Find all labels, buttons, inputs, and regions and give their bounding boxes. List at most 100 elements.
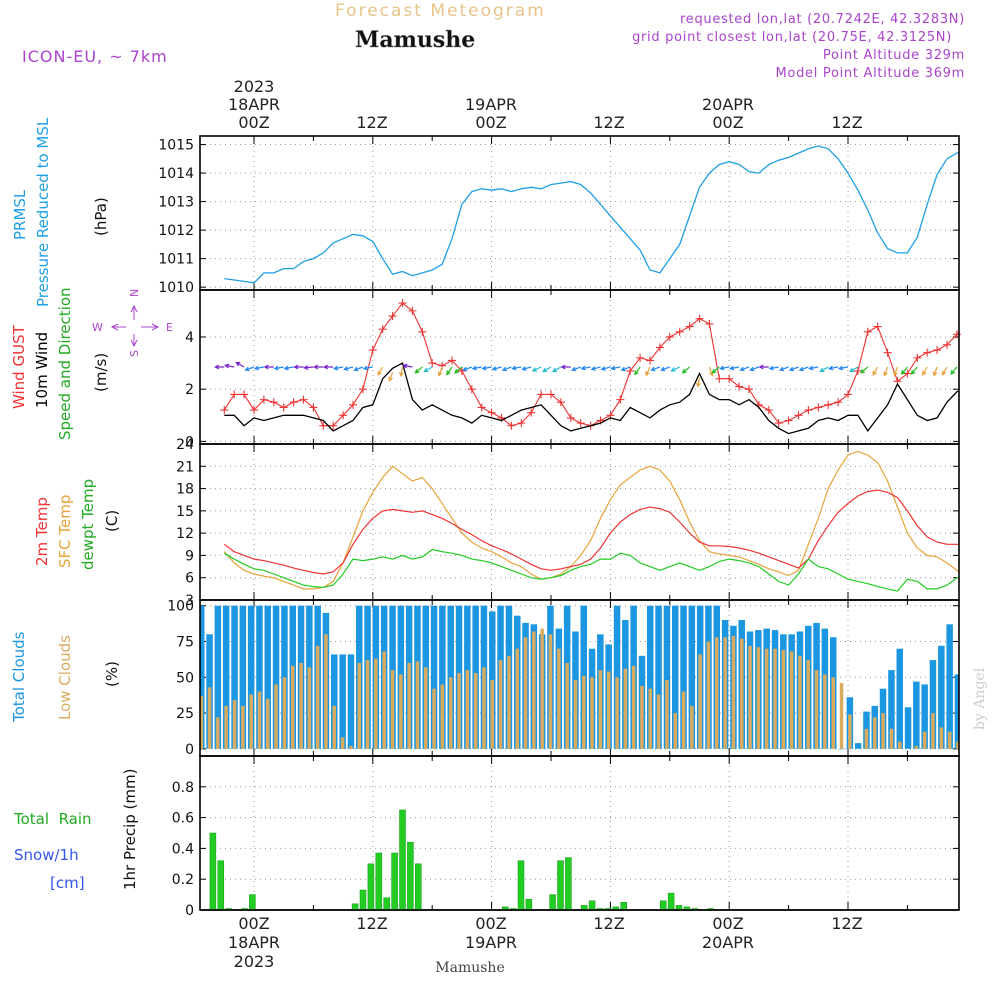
total-cloud-bar [222,605,230,749]
wind-arrow [808,365,819,371]
wind-arrow [224,363,235,369]
low-cloud-bar [881,713,885,749]
point-altitude: Point Altitude 329m [823,48,965,63]
low-cloud-bar [507,655,511,749]
gust-marker [794,411,803,420]
wind-arrow [696,377,701,388]
wind-arrow [481,365,492,371]
rain-bar [209,832,217,911]
total-cloud-bar [331,654,338,749]
gust-marker [507,421,516,430]
low-cloud-bar [889,728,894,749]
gust-marker [774,419,783,428]
wind-arrow [362,365,373,371]
wind-arrow [377,366,384,376]
gust-marker [299,395,308,404]
top-time-label: 00Z [712,113,743,132]
panel-3: 0 25 50 75 100 [167,599,960,758]
gust-marker [547,390,555,399]
bottom-time-label: 12Z [356,914,387,933]
top-time-label: 20APR [702,95,754,114]
gust-marker [735,382,744,391]
wind-arrow [798,366,809,372]
rain-bar [659,900,667,911]
wind-arrow [728,365,740,371]
low-cloud-bar [839,683,844,749]
gust-marker [378,325,387,334]
low-cloud-bar [457,673,461,749]
total-cloud-bar [347,654,355,749]
top-time-label: 2023 [234,77,275,96]
gust-marker [804,406,813,415]
gust-marker [259,395,268,404]
gust-marker [448,356,456,365]
rain-bar [359,889,367,911]
low-cloud-bar [374,658,378,749]
dewpt-line [223,548,959,592]
y-tick-label: 0 [185,742,194,758]
low-cloud-bar [573,680,578,749]
low-cloud-bar [241,705,245,749]
top-time-label: 19APR [465,95,517,114]
low-cloud-bar [640,685,644,749]
gust-marker [863,327,872,336]
bottom-time-label: 12Z [831,914,862,933]
wind-arrow [462,366,473,372]
gust-marker [339,411,348,420]
low-cloud-bar [748,645,752,749]
low-cloud-bar [515,648,519,749]
total-cloud-bar [430,605,438,749]
gust-marker [457,366,466,375]
low-cloud-bar [332,705,336,749]
sfc-temp-line [223,450,959,590]
panel-frame [199,135,960,291]
y-tick-label: 0 [185,903,194,919]
wind-arrow [932,366,938,377]
gust-marker [675,327,684,336]
low-cloud-bar [806,660,810,749]
wind-arrow [883,366,889,377]
wind-arrow [322,364,334,370]
bottom-time-label: 00Z [712,914,743,933]
panel-frame [199,443,960,601]
wind-arrow [253,365,265,371]
low-cloud-bar [257,691,262,749]
low-cloud-bar [307,667,312,749]
low-cloud-bar [665,680,669,749]
rain-bar [217,860,225,911]
bottom-time-label: 12Z [593,914,624,933]
gust-marker [418,327,427,336]
wind-arrow [922,366,928,376]
low-cloud-bar [557,648,561,749]
wind-arrow [600,366,611,371]
gust-marker [685,322,694,331]
t2m-label: 2m Temp [33,497,51,566]
gust-marker [913,353,922,362]
wind-arrow [303,365,314,370]
low-cloud-bar [939,727,944,749]
gust-marker [349,400,357,409]
rain-bar [383,897,390,911]
y-tick-label: 2 [185,382,194,398]
cloud-unit: (%) [103,661,121,687]
low-cloud-bar [465,670,470,749]
y-tick-label: 12 [176,526,194,542]
gust-marker [250,406,258,415]
gust-marker [933,346,942,355]
rain-bar [620,902,627,911]
low-cloud-bar [656,694,661,749]
y-tick-label: 0.4 [172,841,194,857]
plot-panels: 1010101110121013101410150243691215182124… [158,135,961,919]
compass-rose: W E N S [92,289,173,357]
low-cloud-bar [349,746,353,749]
total-cloud-bar [838,748,845,750]
low-cloud-bar [956,741,959,749]
low-cloud-bar [274,684,278,749]
panel-2: 3 6 9 12 15 18 21 24 [176,437,960,609]
low-cloud-bar [931,713,935,749]
wind-arrow [837,365,849,371]
wind-arrow [214,364,225,370]
y-tick-label: 100 [167,599,194,615]
gust-marker [636,353,645,362]
low-cloud-bar [340,737,345,749]
